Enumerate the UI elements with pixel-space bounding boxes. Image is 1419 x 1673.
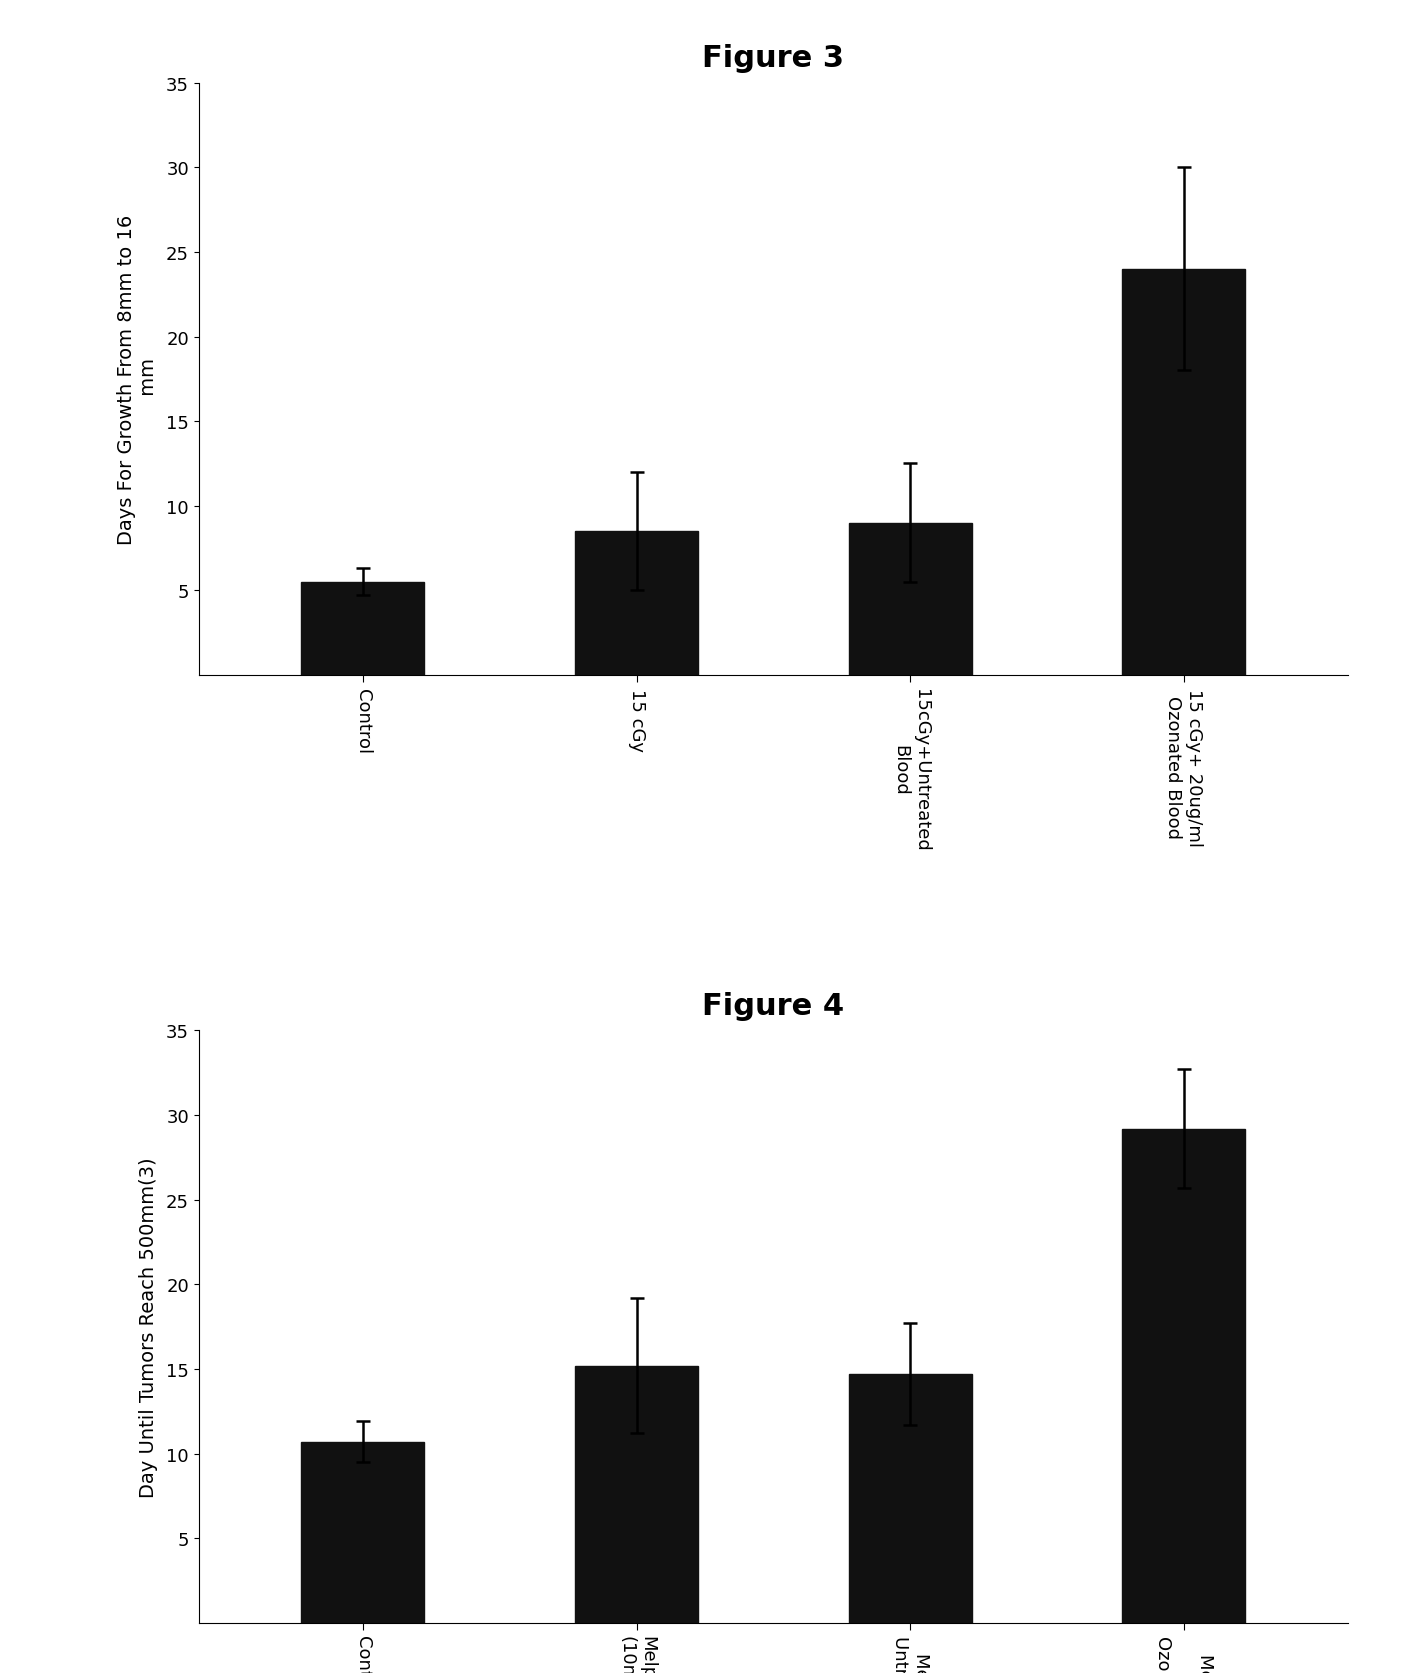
Y-axis label: Day Until Tumors Reach 500mm(3): Day Until Tumors Reach 500mm(3) xyxy=(139,1156,158,1497)
Title: Figure 3: Figure 3 xyxy=(702,43,844,74)
Bar xyxy=(849,1374,972,1623)
Bar xyxy=(1122,269,1246,676)
Bar xyxy=(575,1365,698,1623)
Title: Figure 4: Figure 4 xyxy=(702,990,844,1021)
Y-axis label: Days For Growth From 8mm to 16
 mm: Days For Growth From 8mm to 16 mm xyxy=(116,214,158,545)
Bar xyxy=(849,524,972,676)
Bar xyxy=(301,582,424,676)
Bar xyxy=(575,532,698,676)
Bar xyxy=(1122,1129,1246,1623)
Bar xyxy=(301,1442,424,1623)
